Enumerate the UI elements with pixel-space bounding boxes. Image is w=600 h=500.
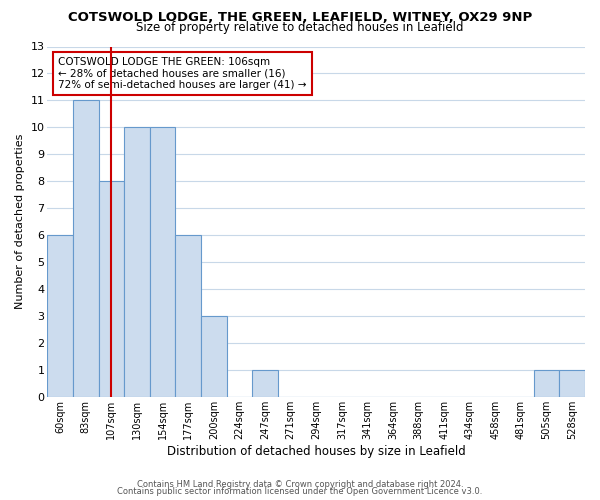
Bar [534, 370, 559, 397]
Text: Contains HM Land Registry data © Crown copyright and database right 2024.: Contains HM Land Registry data © Crown c… [137, 480, 463, 489]
Bar [252, 370, 278, 397]
Bar [124, 128, 150, 397]
Text: COTSWOLD LODGE, THE GREEN, LEAFIELD, WITNEY, OX29 9NP: COTSWOLD LODGE, THE GREEN, LEAFIELD, WIT… [68, 11, 532, 24]
Bar [150, 128, 175, 397]
Y-axis label: Number of detached properties: Number of detached properties [15, 134, 25, 310]
Text: Contains public sector information licensed under the Open Government Licence v3: Contains public sector information licen… [118, 487, 482, 496]
Bar [47, 235, 73, 397]
Bar [175, 235, 201, 397]
Text: Size of property relative to detached houses in Leafield: Size of property relative to detached ho… [136, 21, 464, 34]
Bar [559, 370, 585, 397]
Text: COTSWOLD LODGE THE GREEN: 106sqm
← 28% of detached houses are smaller (16)
72% o: COTSWOLD LODGE THE GREEN: 106sqm ← 28% o… [58, 57, 307, 90]
X-axis label: Distribution of detached houses by size in Leafield: Distribution of detached houses by size … [167, 444, 466, 458]
Bar [73, 100, 98, 397]
Bar [98, 181, 124, 397]
Bar [201, 316, 227, 397]
